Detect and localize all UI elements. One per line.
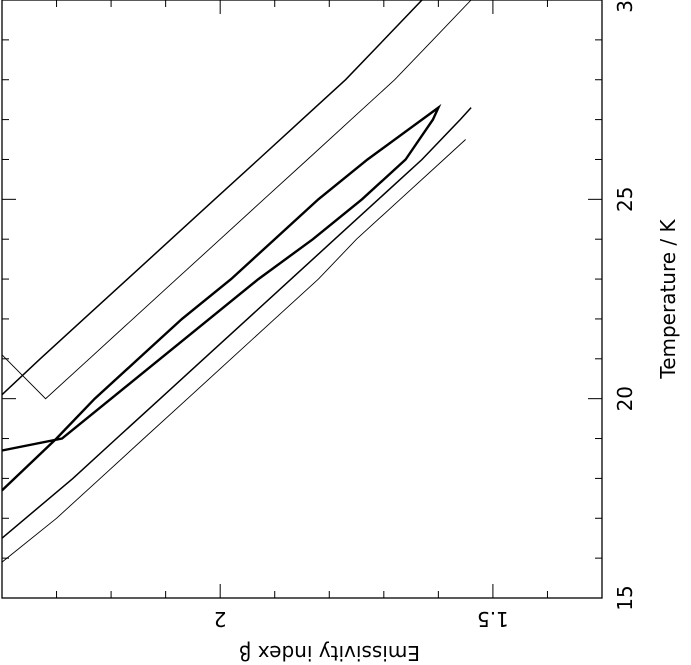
- plot-frame: [1, 0, 603, 599]
- y-tick-label: 1.5: [477, 607, 509, 631]
- x-tick-label: 30: [613, 0, 637, 13]
- x-tick-label: 20: [613, 386, 637, 411]
- x-axis-title: Temperature / K: [656, 218, 680, 379]
- contour-level-1: [1, 103, 442, 492]
- x-tick-label: 15: [613, 585, 637, 610]
- y-tick-label: 2: [214, 607, 227, 631]
- contour-level-2-upper: [1, 107, 472, 539]
- contour-layer: [1, 0, 472, 563]
- x-tick-label: 25: [613, 187, 637, 212]
- contour-level-3-upper: [1, 139, 466, 563]
- y-axis-title: Emissivity index β: [239, 641, 420, 665]
- x-axis-title-group: Temperature / K: [656, 218, 680, 379]
- y-axis-title-group: Emissivity index β: [239, 641, 420, 665]
- contour-level-3-lower: [1, 0, 472, 400]
- tick-layer: 15 20 25 30 1.5 2: [1, 0, 637, 631]
- contour-level-2-lower: [1, 0, 423, 396]
